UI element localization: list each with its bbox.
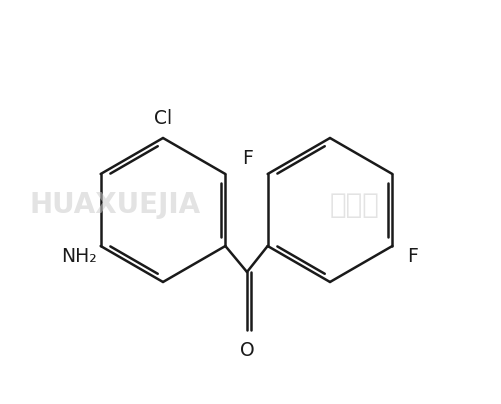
Text: O: O [239, 341, 254, 360]
Text: NH₂: NH₂ [61, 246, 96, 265]
Text: Cl: Cl [154, 109, 172, 128]
Text: F: F [406, 246, 417, 265]
Text: 化学加: 化学加 [329, 191, 379, 219]
Text: HUAXUEJIA: HUAXUEJIA [30, 191, 201, 219]
Text: F: F [241, 149, 253, 168]
